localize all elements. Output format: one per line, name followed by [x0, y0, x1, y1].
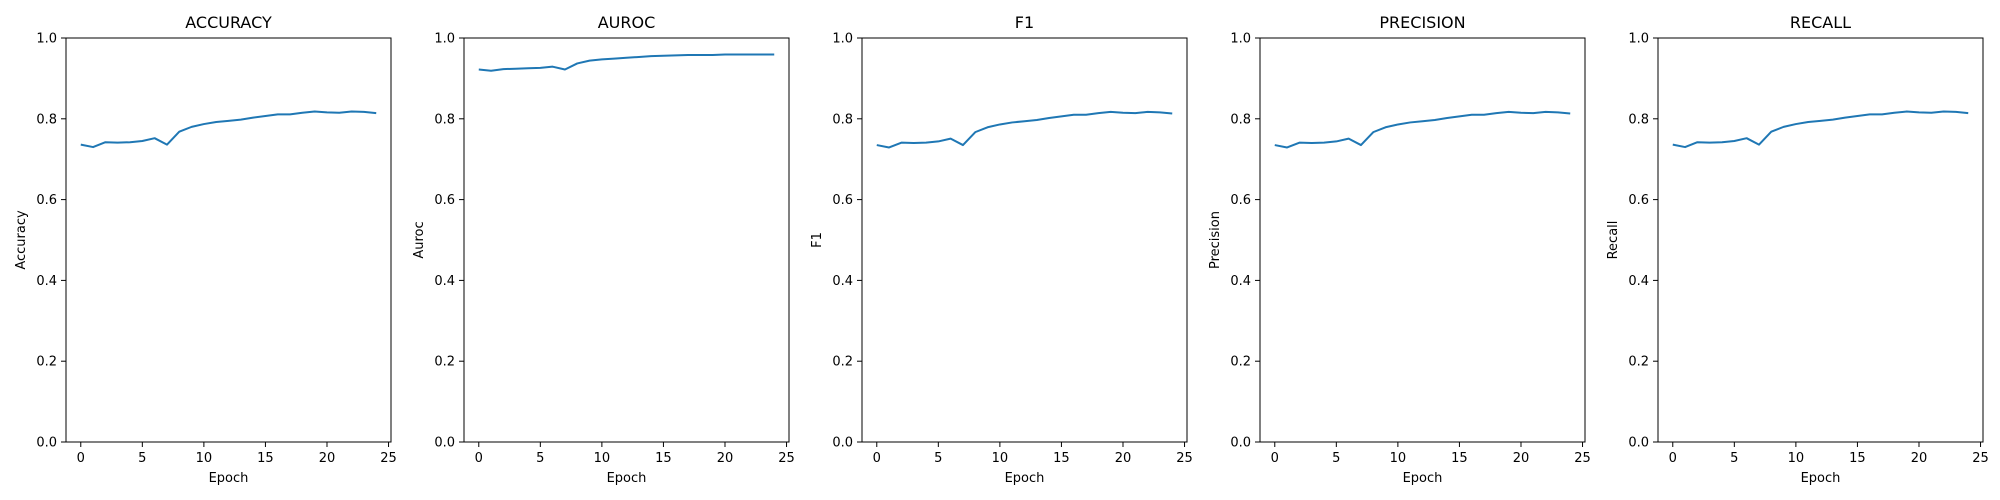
x-tick-label: 15: [257, 451, 274, 466]
y-tick-label: 0.2: [832, 355, 853, 370]
y-tick-label: 1.0: [434, 32, 455, 47]
y-tick-label: 0.0: [1628, 436, 1649, 451]
y-tick-label: 1.0: [36, 32, 57, 47]
y-tick-label: 1.0: [1230, 32, 1251, 47]
x-axis-label: Epoch: [1801, 471, 1841, 486]
chart-recall: 0 5 10 15 20 25 0.0 0.2 0.4 0.6 0.8 1.0 RECALL Epoch R…: [1606, 13, 1989, 486]
y-axis-label: Recall: [1606, 221, 1621, 260]
plot-frame: [65, 37, 392, 443]
y-tick-label: 0.8: [36, 112, 57, 127]
y-tick-label: 1.0: [1628, 32, 1649, 47]
x-tick-label: 20: [319, 451, 336, 466]
x-tick-label: 20: [1513, 451, 1530, 466]
x-tick-label: 15: [1053, 451, 1070, 466]
y-tick-label: 0.4: [1628, 274, 1649, 289]
y-tick-label: 0.8: [434, 112, 455, 127]
series-line: [478, 53, 775, 72]
plot-frame: [1259, 37, 1586, 443]
x-tick-label: 0: [1271, 451, 1279, 466]
x-tick-label: 10: [594, 451, 611, 466]
y-tick-label: 0.2: [434, 355, 455, 370]
x-tick-label: 20: [1115, 451, 1132, 466]
x-tick-label: 10: [1390, 451, 1407, 466]
y-tick-label: 0.8: [1230, 112, 1251, 127]
x-tick-label: 25: [1176, 451, 1193, 466]
plot-frame: [463, 37, 790, 443]
y-tick-label: 0.0: [434, 436, 455, 451]
series-line: [1672, 110, 1969, 149]
x-tick-label: 5: [1332, 451, 1340, 466]
y-tick-label: 0.2: [1628, 355, 1649, 370]
x-tick-label: 10: [1788, 451, 1805, 466]
y-axis-label: F1: [810, 232, 825, 248]
y-tick-label: 0.0: [832, 436, 853, 451]
plot-frame: [1657, 37, 1984, 443]
x-tick-label: 15: [655, 451, 672, 466]
x-tick-label: 0: [1669, 451, 1677, 466]
series-line: [80, 110, 377, 149]
x-tick-label: 25: [778, 451, 795, 466]
y-tick-label: 0.6: [832, 193, 853, 208]
y-axis-label: Precision: [1208, 211, 1223, 269]
y-tick-label: 0.6: [1230, 193, 1251, 208]
y-axis-label: Accuracy: [14, 210, 29, 270]
x-axis-label: Epoch: [1005, 471, 1045, 486]
x-tick-label: 20: [717, 451, 734, 466]
series-line: [1274, 110, 1571, 149]
y-tick-label: 0.2: [36, 355, 57, 370]
x-tick-label: 10: [992, 451, 1009, 466]
x-axis-label: Epoch: [209, 471, 249, 486]
series-line: [876, 110, 1173, 149]
x-axis-label: Epoch: [1403, 471, 1443, 486]
x-tick-label: 20: [1911, 451, 1928, 466]
y-tick-label: 0.8: [832, 112, 853, 127]
x-tick-label: 5: [138, 451, 146, 466]
y-tick-label: 1.0: [832, 32, 853, 47]
chart-f1: 0 5 10 15 20 25 0.0 0.2 0.4 0.6 0.8 1.0 F1 Epoch F1: [810, 13, 1193, 486]
x-tick-label: 0: [77, 451, 85, 466]
y-tick-label: 0.6: [434, 193, 455, 208]
chart-title: RECALL: [1790, 13, 1851, 32]
y-tick-label: 0.4: [1230, 274, 1251, 289]
y-tick-label: 0.0: [36, 436, 57, 451]
chart-title: AUROC: [598, 13, 656, 32]
y-tick-label: 0.2: [1230, 355, 1251, 370]
x-tick-label: 25: [1972, 451, 1989, 466]
x-tick-label: 5: [934, 451, 942, 466]
y-tick-label: 0.6: [1628, 193, 1649, 208]
y-tick-label: 0.4: [36, 274, 57, 289]
x-tick-label: 0: [475, 451, 483, 466]
y-tick-label: 0.6: [36, 193, 57, 208]
y-axis-label: Auroc: [412, 221, 427, 258]
x-tick-label: 5: [536, 451, 544, 466]
chart-precision: 0 5 10 15 20 25 0.0 0.2 0.4 0.6 0.8 1.0 PRECISION Epo…: [1208, 13, 1591, 486]
x-tick-label: 0: [873, 451, 881, 466]
chart-accuracy: 0 5 10 15 20 25 0.0 0.2 0.4 0.6 0.8 1.0 ACCURACY Epoc…: [14, 13, 397, 486]
x-tick-label: 10: [196, 451, 213, 466]
x-axis-label: Epoch: [607, 471, 647, 486]
x-tick-label: 15: [1451, 451, 1468, 466]
x-tick-label: 15: [1849, 451, 1866, 466]
x-tick-label: 25: [380, 451, 397, 466]
chart-title: ACCURACY: [185, 13, 272, 32]
x-tick-label: 5: [1730, 451, 1738, 466]
y-tick-label: 0.8: [1628, 112, 1649, 127]
y-tick-label: 0.0: [1230, 436, 1251, 451]
x-tick-label: 25: [1574, 451, 1591, 466]
chart-auroc: 0 5 10 15 20 25 0.0 0.2 0.4 0.6 0.8 1.0 AUROC Epoch Au…: [412, 13, 795, 486]
y-tick-label: 0.4: [832, 274, 853, 289]
plot-frame: [861, 37, 1188, 443]
chart-title: PRECISION: [1379, 13, 1465, 32]
y-tick-label: 0.4: [434, 274, 455, 289]
chart-title: F1: [1015, 13, 1034, 32]
